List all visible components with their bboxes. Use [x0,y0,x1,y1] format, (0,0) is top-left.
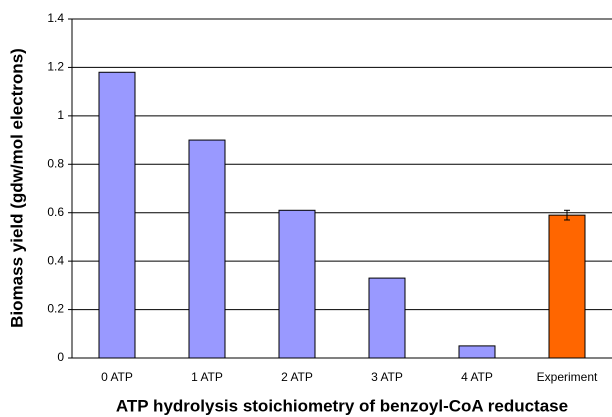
y-tick-label: 0.8 [47,156,64,170]
x-tick-label: Experiment [537,370,598,384]
x-tick-label: 3 ATP [371,370,403,384]
x-tick-label: 1 ATP [191,370,223,384]
x-axis-title: ATP hydrolysis stoichiometry of benzoyl-… [116,396,568,415]
bar [548,214,586,359]
bar [278,209,316,359]
y-axis-title: Biomass yield (gdw/mol electrons) [7,48,26,328]
x-tick-label: 2 ATP [281,370,313,384]
bar [98,71,136,359]
y-tick-label: 0 [57,350,64,364]
y-tick-label: 0.6 [47,205,64,219]
y-tick-label: 1.4 [47,11,64,25]
y-tick-label: 1.2 [47,60,64,74]
y-tick-label: 1 [57,108,64,122]
x-tick-label: 0 ATP [101,370,133,384]
x-tick-label: 4 ATP [461,370,493,384]
bar [188,139,226,359]
y-tick-label: 0.4 [47,253,64,267]
bar [368,277,406,359]
bar [458,345,496,359]
y-tick-label: 0.2 [47,302,64,316]
